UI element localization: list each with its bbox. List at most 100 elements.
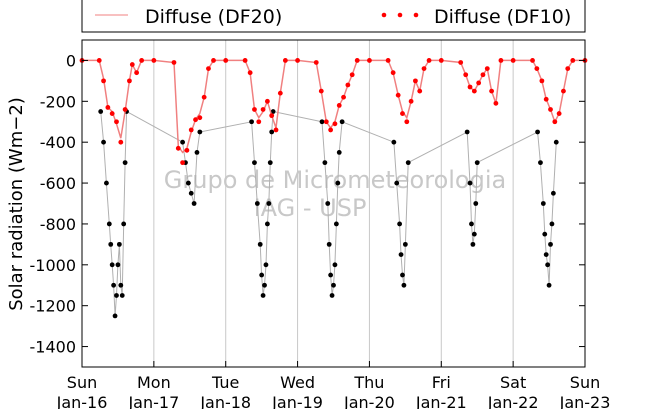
df10-point bbox=[180, 160, 186, 166]
df10-point bbox=[345, 82, 351, 88]
x-axis: SunJan-16MonJan-17TueJan-18WedJan-19ThuJ… bbox=[56, 361, 610, 409]
series-df10 bbox=[79, 58, 588, 166]
global-point bbox=[398, 252, 404, 257]
df10-point bbox=[242, 58, 248, 63]
global-point bbox=[546, 282, 552, 288]
x-tick-label-date: Jan-20 bbox=[343, 393, 395, 409]
df10-point bbox=[556, 111, 562, 116]
df10-point bbox=[467, 84, 473, 90]
df10-point bbox=[510, 58, 516, 63]
df10-point bbox=[201, 94, 207, 100]
global-point bbox=[257, 241, 263, 247]
x-tick-label-date: Jan-21 bbox=[415, 393, 467, 409]
legend-df10-swatch-dot bbox=[381, 12, 387, 18]
df10-point bbox=[561, 88, 566, 94]
y-tick-label: -800 bbox=[40, 215, 76, 234]
global-point bbox=[397, 221, 403, 227]
global-point bbox=[336, 150, 342, 155]
df10-point bbox=[543, 96, 549, 102]
watermark: Grupo de Micrometeorologia IAG - USP bbox=[164, 166, 506, 222]
global-point bbox=[104, 180, 109, 186]
df10-point bbox=[139, 58, 145, 63]
legend-df10-swatch-dot bbox=[397, 12, 403, 18]
global-point bbox=[322, 160, 328, 166]
global-point bbox=[106, 221, 112, 227]
global-point bbox=[467, 180, 473, 186]
df10-point bbox=[134, 70, 140, 76]
watermark-line-1: Grupo de Micrometeorologia bbox=[164, 166, 506, 194]
legend-df10-swatch-dot bbox=[413, 12, 419, 18]
global-point bbox=[108, 241, 114, 247]
global-point bbox=[269, 129, 275, 135]
global-point bbox=[326, 241, 332, 247]
df10-point bbox=[458, 60, 464, 65]
df10-point bbox=[151, 58, 157, 63]
df10-point bbox=[122, 107, 128, 112]
global-point bbox=[262, 282, 267, 288]
df10-point bbox=[385, 58, 391, 63]
global-point bbox=[394, 180, 400, 186]
x-tick-label-date: Jan-17 bbox=[127, 393, 179, 409]
x-tick-label-day: Mon bbox=[137, 373, 171, 392]
global-point bbox=[469, 221, 474, 227]
global-point bbox=[98, 109, 104, 114]
df10-point bbox=[548, 107, 553, 112]
x-tick-label-day: Sun bbox=[570, 373, 600, 392]
global-point bbox=[401, 282, 407, 288]
df10-point bbox=[277, 90, 283, 96]
global-point bbox=[319, 119, 325, 125]
global-point bbox=[116, 241, 122, 247]
global-point bbox=[545, 262, 551, 268]
global-series-line bbox=[100, 110, 557, 316]
df10-point bbox=[426, 58, 432, 63]
global-point bbox=[549, 221, 555, 227]
df10-point bbox=[197, 115, 203, 121]
global-point bbox=[329, 293, 335, 298]
df10-point bbox=[408, 98, 414, 104]
df10-point bbox=[295, 58, 300, 63]
global-point bbox=[331, 282, 336, 288]
df10-point bbox=[109, 111, 115, 116]
df10-point bbox=[127, 78, 132, 84]
global-point bbox=[118, 282, 124, 288]
global-point bbox=[550, 190, 556, 196]
df10-point bbox=[105, 105, 111, 110]
df10-point bbox=[413, 78, 418, 84]
df10-point bbox=[223, 58, 229, 63]
df10-point bbox=[471, 88, 477, 94]
df10-point bbox=[400, 111, 405, 116]
df10-point bbox=[341, 94, 346, 100]
df10-point bbox=[476, 80, 482, 86]
df10-point bbox=[129, 62, 135, 67]
df10-point bbox=[336, 103, 342, 108]
df10-point bbox=[565, 66, 571, 72]
global-point bbox=[119, 293, 125, 298]
legend-df20-label: Diffuse (DF20) bbox=[145, 6, 282, 28]
df10-point bbox=[264, 98, 270, 104]
df10-point bbox=[323, 119, 329, 125]
x-tick-label-date: Jan-18 bbox=[199, 393, 251, 409]
global-point bbox=[470, 241, 476, 247]
global-point bbox=[405, 160, 411, 166]
df10-point bbox=[493, 100, 499, 106]
df10-point bbox=[206, 66, 211, 72]
df10-point bbox=[175, 145, 181, 151]
df10-point bbox=[534, 66, 540, 72]
df10-point bbox=[260, 107, 266, 112]
df10-point bbox=[118, 139, 124, 145]
global-point bbox=[464, 129, 470, 135]
plot-frame bbox=[81, 39, 586, 368]
df10-point bbox=[96, 58, 102, 63]
df10-point bbox=[570, 58, 576, 63]
df10-point bbox=[171, 60, 177, 65]
df10-point bbox=[313, 60, 319, 65]
global-point bbox=[254, 201, 260, 206]
global-point bbox=[474, 160, 480, 166]
gridlines bbox=[153, 40, 514, 367]
y-axis-label: Solar radiation (Wm−2) bbox=[6, 97, 27, 311]
global-point bbox=[263, 262, 269, 268]
global-point bbox=[101, 139, 106, 145]
x-tick-label-day: Thu bbox=[353, 373, 384, 392]
y-tick-label: -600 bbox=[40, 174, 76, 193]
global-point bbox=[115, 262, 121, 268]
